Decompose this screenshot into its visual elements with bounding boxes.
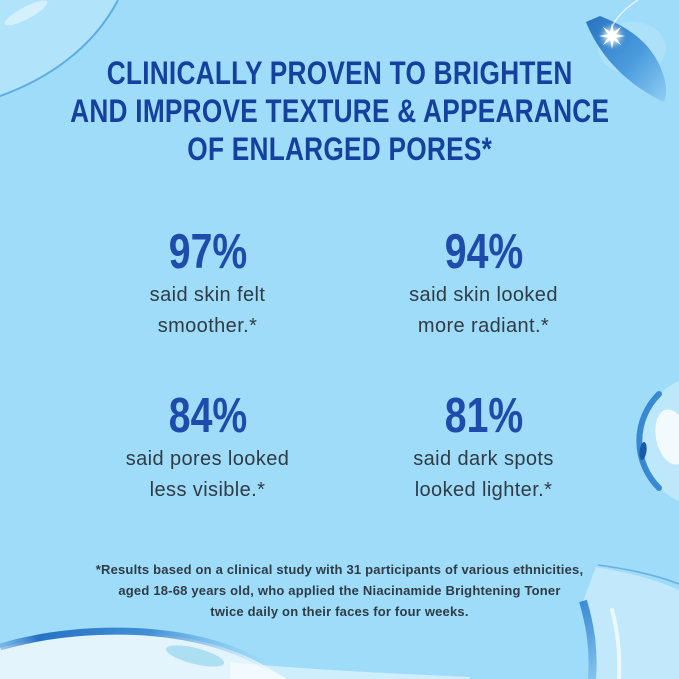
stat-caption: said dark spots looked lighter.* <box>346 444 622 506</box>
headline-line-3: OF ENLARGED PORES* <box>187 130 492 167</box>
stat-pores-visible: 84% said pores looked less visible.* <box>70 389 346 506</box>
stat-skin-radiant: 94% said skin looked more radiant.* <box>346 225 622 342</box>
stat-dark-spots: 81% said dark spots looked lighter.* <box>346 389 622 506</box>
stat-caption-line: looked lighter.* <box>414 479 553 502</box>
headline-line-1: CLINICALLY PROVEN TO BRIGHTEN <box>106 55 573 91</box>
footnote-line-1: *Results based on a clinical study with … <box>95 562 584 578</box>
footnote-line-3: twice daily on their faces for four week… <box>210 604 469 620</box>
footnote-line-2: aged 18-68 years old, who applied the Ni… <box>118 583 561 599</box>
stat-value: 81% <box>444 389 523 444</box>
stat-caption-line: said skin looked <box>409 284 558 307</box>
stat-caption-line: said pores looked <box>125 448 290 471</box>
stat-value: 97% <box>168 225 247 280</box>
stats-grid: 97% said skin felt smoother.* 94% said s… <box>70 225 622 506</box>
stat-caption-line: said skin felt <box>149 284 266 307</box>
headline-line-2: AND IMPROVE TEXTURE & APPEARANCE <box>69 92 610 129</box>
stat-skin-smoother: 97% said skin felt smoother.* <box>70 225 346 342</box>
stat-caption: said skin felt smoother.* <box>70 280 346 342</box>
stat-caption-line: more radiant.* <box>417 315 550 338</box>
stat-caption-line: said dark spots <box>413 448 554 471</box>
stat-value: 84% <box>168 389 247 444</box>
stat-caption: said pores looked less visible.* <box>70 444 346 506</box>
footnote: *Results based on a clinical study with … <box>96 560 584 622</box>
stat-caption-line: smoother.* <box>157 315 258 338</box>
stat-caption: said skin looked more radiant.* <box>346 280 622 342</box>
stat-caption-line: less visible.* <box>149 479 266 502</box>
stat-value: 94% <box>444 225 523 280</box>
headline: CLINICALLY PROVEN TO BRIGHTEN AND IMPROV… <box>70 55 609 168</box>
